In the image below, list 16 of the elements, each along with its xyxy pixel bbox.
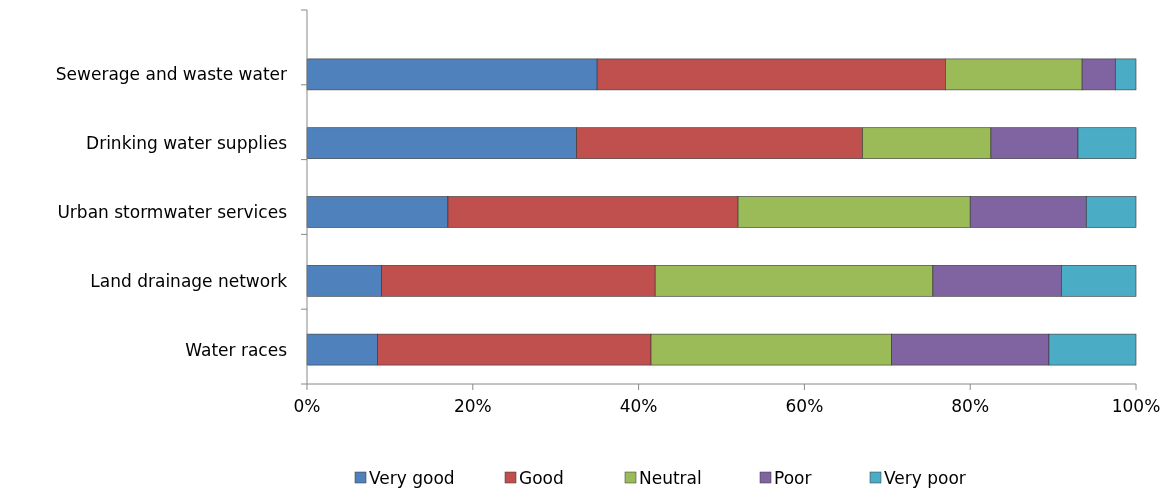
y-tick-label: Drinking water supplies — [86, 133, 288, 154]
y-tick-label: Water races — [185, 339, 288, 360]
legend-label: Very poor — [884, 468, 966, 488]
x-tick-label: 80% — [951, 396, 990, 416]
x-tick-label: 100% — [1111, 396, 1161, 416]
legend-label: Neutral — [639, 468, 702, 488]
legend-label: Good — [519, 468, 564, 488]
y-tick-label: Sewerage and waste water — [55, 64, 288, 85]
x-tick-label: 40% — [619, 396, 658, 416]
legend-label: Very good — [369, 468, 455, 488]
x-tick-label: 20% — [453, 396, 492, 416]
y-tick-label: Urban stormwater services — [57, 201, 288, 222]
x-tick-label: 60% — [785, 396, 824, 416]
x-tick-label: 0% — [293, 396, 321, 416]
legend-label: Poor — [774, 468, 812, 488]
y-tick-label: Land drainage network — [90, 270, 288, 291]
